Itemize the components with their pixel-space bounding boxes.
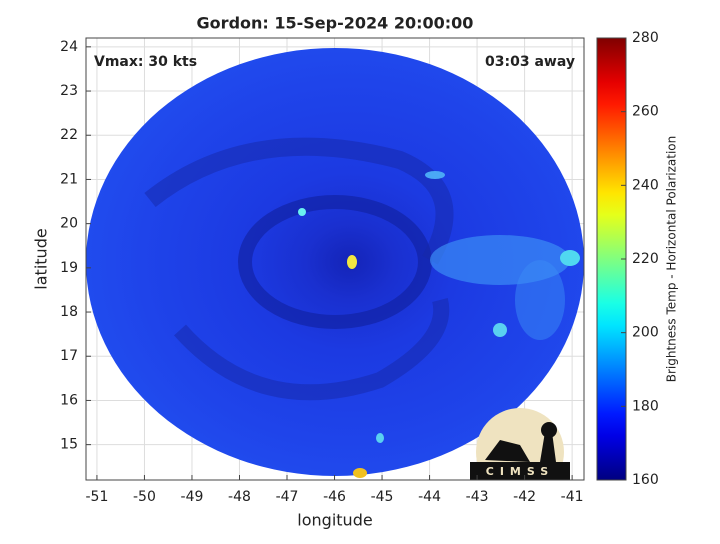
colorbar-tick-label: 160	[632, 472, 659, 488]
x-tick-label: -45	[371, 489, 394, 505]
x-tick-label: -42	[513, 489, 536, 505]
colorbar-tick-label: 280	[632, 30, 659, 46]
image: CIMSS	[86, 48, 584, 480]
colorbar-label: Brightness Temp - Horizontal Polarizatio…	[665, 136, 679, 383]
x-tick-label: -46	[323, 489, 346, 505]
colorbar-tick-label: 200	[632, 325, 659, 341]
y-tick-label: 19	[60, 260, 78, 276]
spiral-band	[174, 298, 450, 401]
x-tick-label: -48	[228, 489, 251, 505]
colorbar-tick-label: 260	[632, 104, 659, 120]
colorbar-tick-label: 240	[632, 177, 659, 193]
x-tick-label: -43	[466, 489, 489, 505]
annotation: Vmax: 30 kts	[94, 54, 197, 70]
hot-spot	[353, 468, 367, 478]
hot-spot	[376, 433, 384, 443]
y-tick-label: 22	[60, 127, 78, 143]
y-tick-label: 16	[60, 392, 78, 408]
x-tick-label: -41	[561, 489, 584, 505]
y-tick-label: 21	[60, 171, 78, 187]
hot-spot	[493, 323, 507, 337]
spiral-band	[144, 137, 454, 265]
y-tick-label: 24	[60, 39, 78, 55]
y-tick-label: 20	[60, 216, 78, 232]
spiral-band	[238, 195, 432, 329]
colorbar-tick-label: 220	[632, 251, 659, 267]
hot-spot	[347, 255, 357, 269]
logo-bar	[470, 462, 570, 480]
annotation: 03:03 away	[485, 54, 575, 70]
x-tick-label: -49	[181, 489, 204, 505]
logo-icon	[541, 422, 557, 438]
logo-icon	[485, 432, 556, 462]
x-tick-label: -44	[418, 489, 441, 505]
logo-text: CIMSS	[486, 465, 554, 478]
y-tick-label: 17	[60, 348, 78, 364]
x-tick-label: -51	[85, 489, 108, 505]
y-tick-label: 18	[60, 304, 78, 320]
x-axis-label: longitude	[297, 511, 372, 530]
colorbar-tick-label: 180	[632, 398, 659, 414]
y-axis-label: latitude	[32, 228, 51, 289]
x-tick-label: -47	[276, 489, 299, 505]
hot-spot	[560, 250, 580, 266]
x-tick-label: -50	[133, 489, 156, 505]
hot-spot	[298, 208, 306, 216]
warm-area	[515, 260, 565, 340]
y-tick-label: 23	[60, 83, 78, 99]
hot-spot	[425, 171, 445, 179]
y-tick-label: 15	[60, 437, 78, 453]
chart-title: Gordon: 15-Sep-2024 20:00:00	[197, 14, 474, 33]
